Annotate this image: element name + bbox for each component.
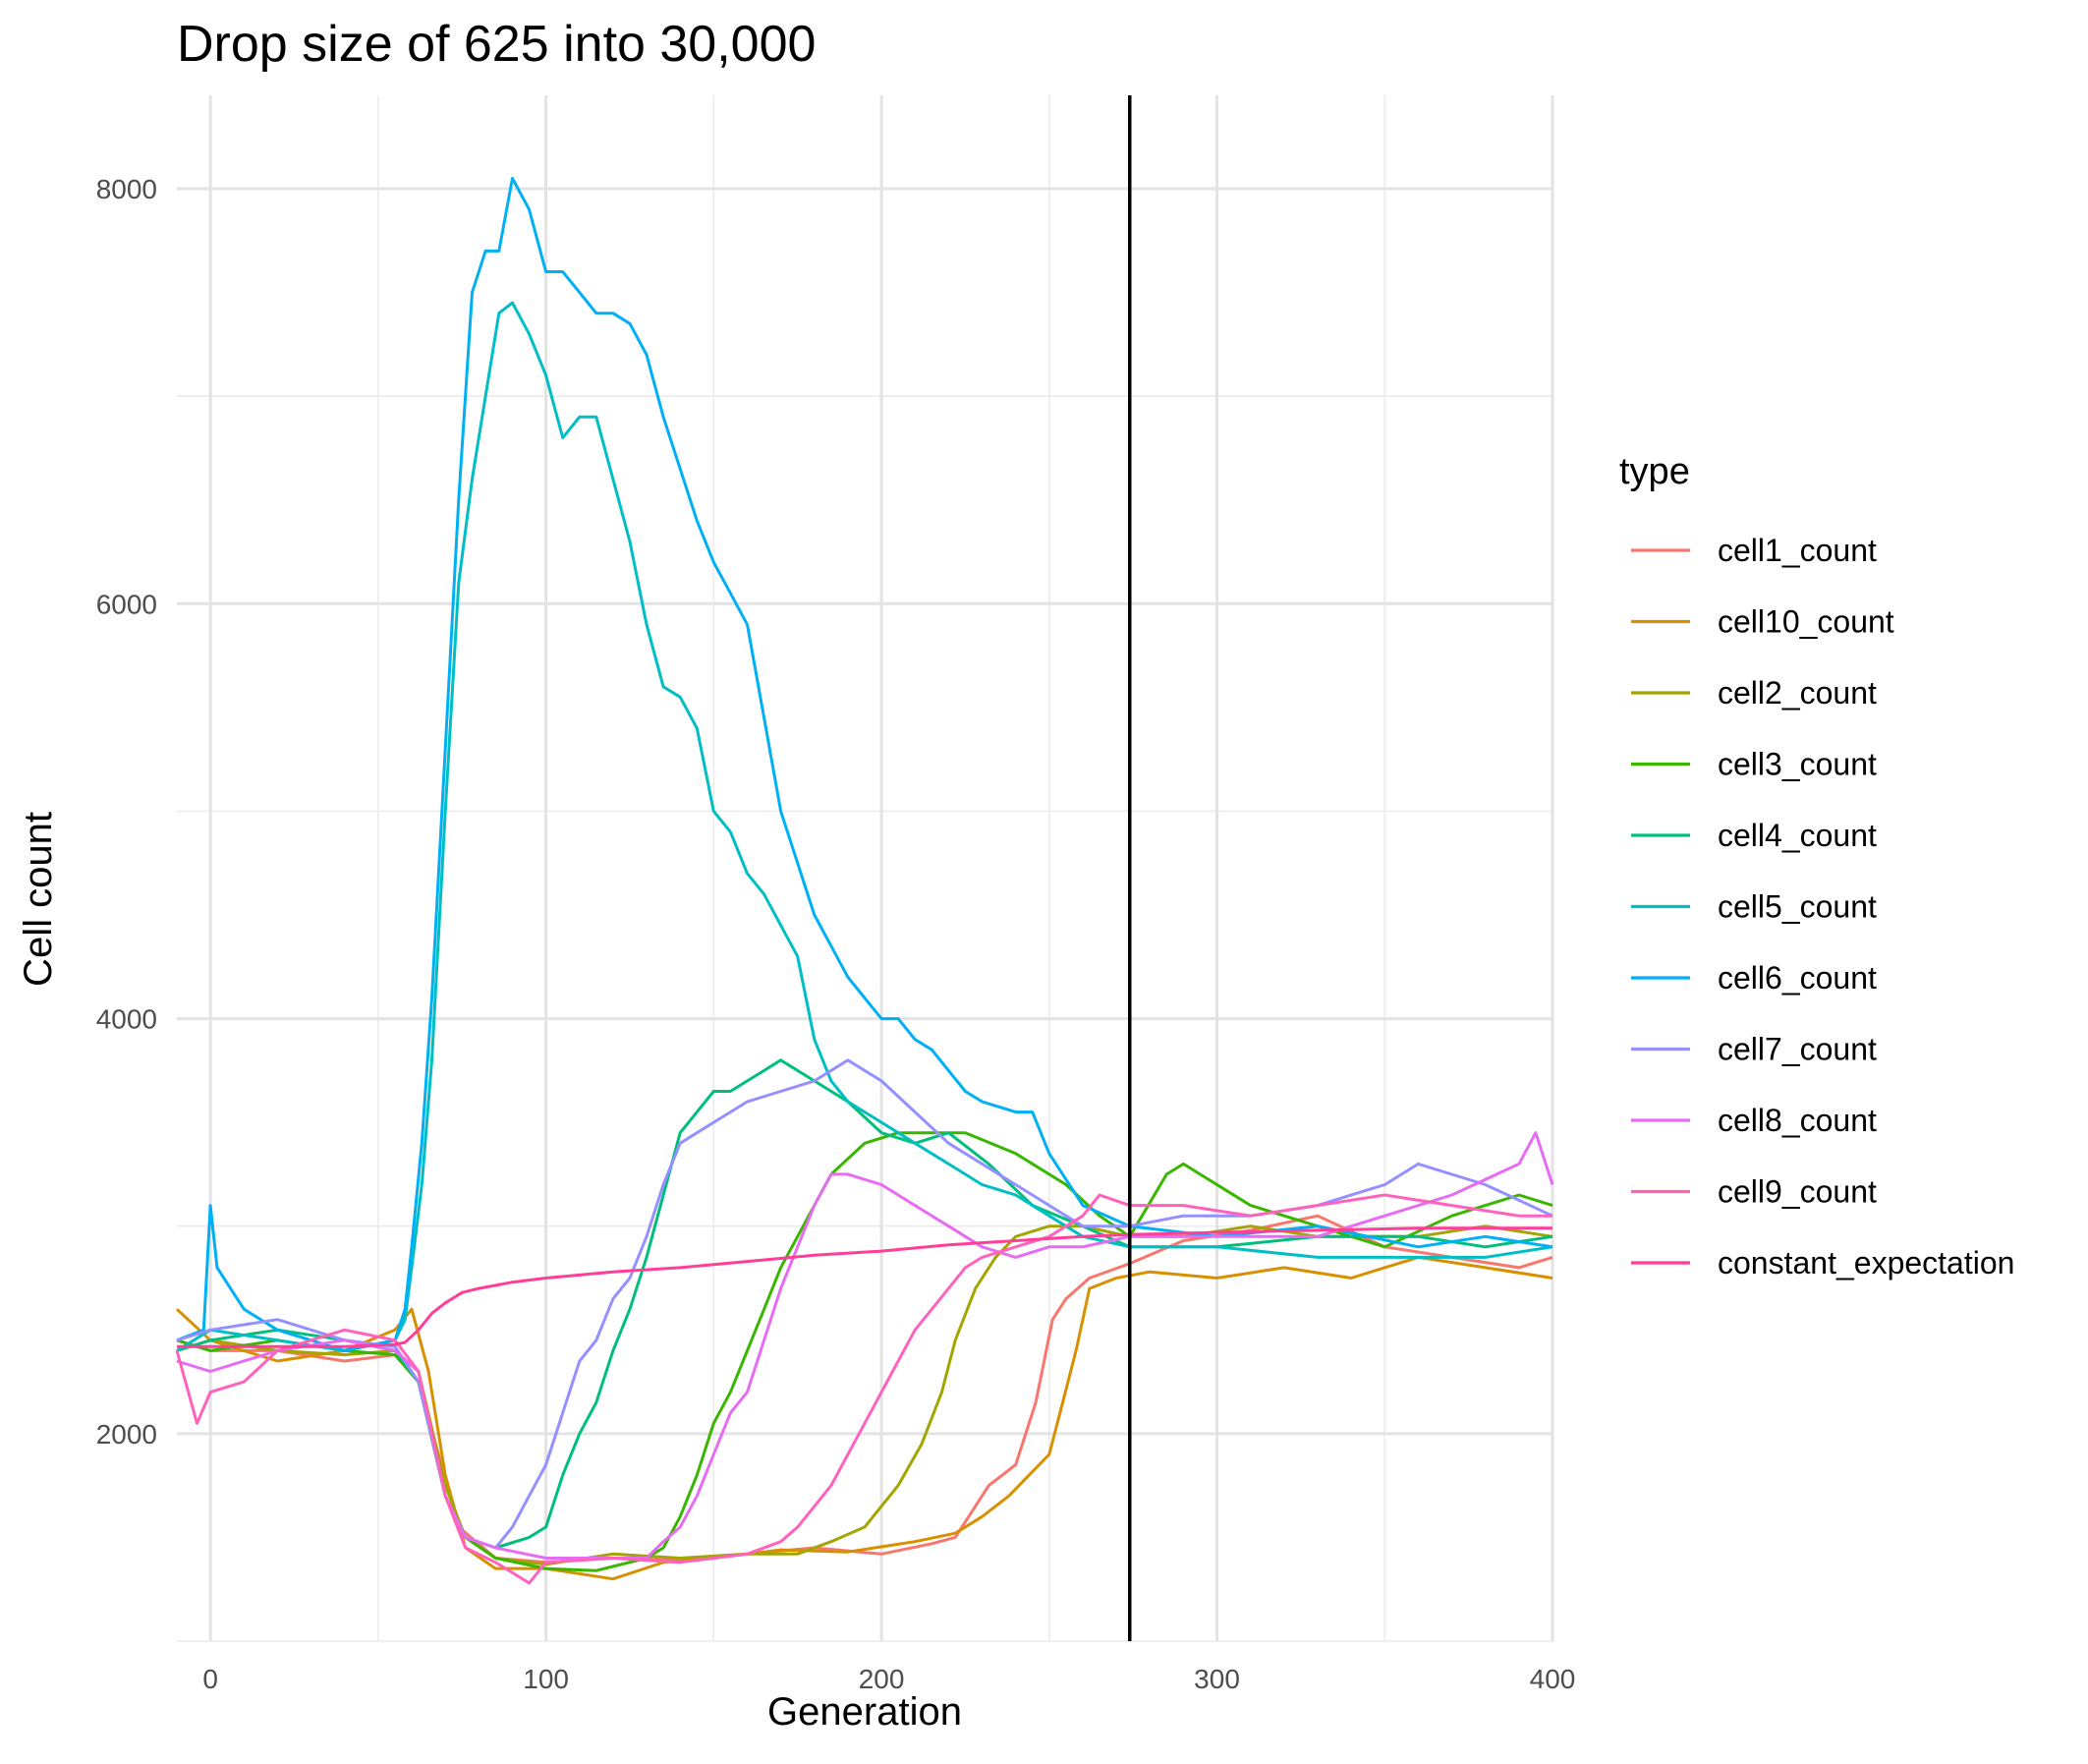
legend-title: type: [1619, 451, 1690, 492]
legend-items: cell1_count cell10_count cell2_count cell3_…: [1631, 533, 2014, 1280]
legend: type cell1_countcell10_countcell2_countc…: [1619, 451, 2014, 1280]
y-tick-label: 2000: [96, 1419, 157, 1450]
y-tick-label: 4000: [96, 1004, 157, 1035]
x-axis-title: Generation: [767, 1690, 962, 1734]
x-tick-label: 200: [859, 1664, 905, 1694]
legend-label-cell6_count: cell6_count: [1718, 960, 1877, 996]
legend-label-cell9_count: cell9_count: [1718, 1174, 1877, 1210]
series-line-cell7_count: [176, 1058, 1553, 1550]
legend-label-cell8_count: cell8_count: [1718, 1103, 1877, 1138]
x-tick-label: 0: [202, 1664, 218, 1694]
series-line-cell10_count: [175, 1255, 1553, 1581]
series-line-cell1_count: [176, 1214, 1553, 1565]
series-line-cell6_count: [176, 177, 1553, 1352]
y-axis-ticks: 2000 4000 6000 8000: [96, 174, 157, 1450]
legend-label-cell5_count: cell5_count: [1718, 889, 1877, 925]
major-grid: [177, 95, 1554, 1641]
series-line-cell4_count: [176, 1058, 1553, 1550]
legend-label-constant_expectation: constant_expectation: [1718, 1245, 2014, 1280]
chart-title: Drop size of 625 into 30,000: [177, 16, 816, 73]
legend-label-cell4_count: cell4_count: [1718, 818, 1877, 853]
series-line-cell8_count: [176, 1131, 1554, 1560]
x-tick-label: 300: [1194, 1664, 1240, 1694]
legend-label-cell3_count: cell3_count: [1718, 747, 1877, 782]
y-tick-label: 6000: [96, 589, 157, 619]
series-line-cell5_count: [176, 301, 1553, 1352]
legend-label-cell2_count: cell2_count: [1718, 675, 1877, 711]
y-axis-title: Cell count: [17, 812, 60, 987]
legend-label-cell1_count: cell1_count: [1718, 533, 1877, 568]
series-line-constant_expectation: [177, 1226, 1552, 1348]
y-tick-label: 8000: [96, 174, 157, 204]
series-line-cell9_count: [175, 1193, 1552, 1585]
x-axis-ticks: 0 100 200 300 400: [202, 1664, 1575, 1694]
x-tick-label: 100: [523, 1664, 569, 1694]
minor-grid: [177, 95, 1552, 1642]
legend-label-cell10_count: cell10_count: [1718, 604, 1894, 640]
legend-label-cell7_count: cell7_count: [1718, 1032, 1877, 1067]
x-tick-label: 400: [1530, 1664, 1576, 1694]
series-layer: [175, 177, 1554, 1585]
